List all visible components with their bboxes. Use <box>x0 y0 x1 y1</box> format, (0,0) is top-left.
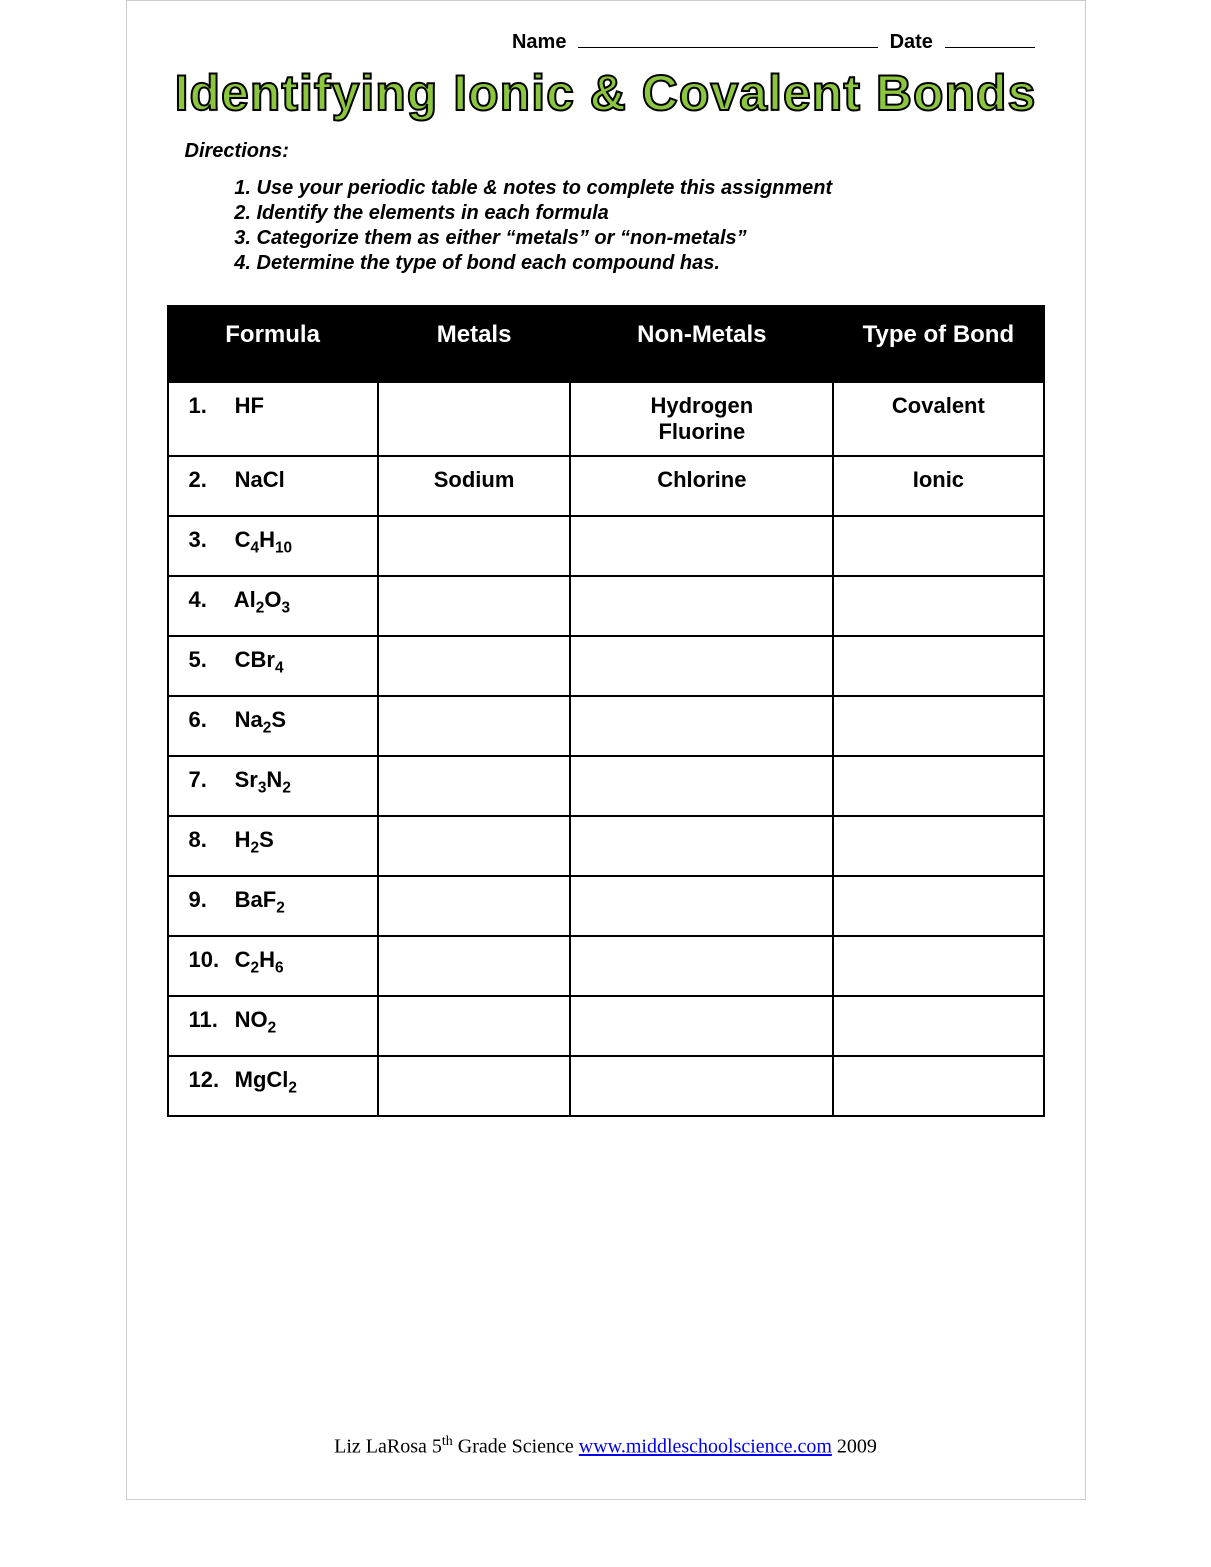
cell-formula: 4. Al2O3 <box>168 576 378 636</box>
direction-item: Categorize them as either “metals” or “n… <box>257 227 1045 250</box>
cell-metals[interactable] <box>378 1056 571 1116</box>
cell-nonmetals[interactable] <box>570 696 833 756</box>
table-row: 8. H2S <box>168 816 1044 876</box>
table-row: 7. Sr3N2 <box>168 756 1044 816</box>
cell-metals[interactable]: Sodium <box>378 456 571 516</box>
footer-link[interactable]: www.middleschoolscience.com <box>579 1436 832 1458</box>
cell-bond[interactable] <box>833 576 1043 636</box>
footer-author: Liz LaRosa 5 <box>334 1436 442 1458</box>
cell-formula: 1. HF <box>168 382 378 456</box>
name-label: Name <box>512 31 566 53</box>
table-row: 9. BaF2 <box>168 876 1044 936</box>
cell-nonmetals[interactable] <box>570 756 833 816</box>
cell-bond[interactable] <box>833 756 1043 816</box>
table-row: 3. C4H10 <box>168 516 1044 576</box>
table-row: 2. NaClSodiumChlorineIonic <box>168 456 1044 516</box>
cell-metals[interactable] <box>378 516 571 576</box>
cell-bond[interactable] <box>833 936 1043 996</box>
table-body: 1. HFHydrogenFluorineCovalent2. NaClSodi… <box>168 382 1044 1116</box>
col-header-formula: Formula <box>168 306 378 382</box>
footer-year: 2009 <box>832 1436 877 1458</box>
date-blank[interactable] <box>945 47 1035 48</box>
col-header-bond: Type of Bond <box>833 306 1043 382</box>
cell-bond[interactable] <box>833 996 1043 1056</box>
cell-metals[interactable] <box>378 576 571 636</box>
cell-formula: 5. CBr4 <box>168 636 378 696</box>
cell-bond[interactable]: Ionic <box>833 456 1043 516</box>
col-header-metals: Metals <box>378 306 571 382</box>
name-blank[interactable] <box>578 47 878 48</box>
cell-formula: 2. NaCl <box>168 456 378 516</box>
cell-bond[interactable] <box>833 636 1043 696</box>
cell-metals[interactable] <box>378 696 571 756</box>
cell-bond[interactable] <box>833 696 1043 756</box>
cell-formula: 12. MgCl2 <box>168 1056 378 1116</box>
cell-nonmetals[interactable] <box>570 876 833 936</box>
cell-nonmetals[interactable] <box>570 1056 833 1116</box>
cell-formula: 6. Na2S <box>168 696 378 756</box>
directions-heading: Directions: <box>185 140 1045 163</box>
direction-item: Determine the type of bond each compound… <box>257 252 1045 275</box>
cell-metals[interactable] <box>378 636 571 696</box>
table-row: 1. HF HydrogenFluorineCovalent <box>168 382 1044 456</box>
worksheet-title: Identifying Ionic & Covalent Bonds <box>167 64 1045 122</box>
cell-nonmetals[interactable] <box>570 576 833 636</box>
table-header-row: Formula Metals Non-Metals Type of Bond <box>168 306 1044 382</box>
cell-nonmetals[interactable]: HydrogenFluorine <box>570 382 833 456</box>
cell-metals[interactable] <box>378 382 571 456</box>
cell-metals[interactable] <box>378 996 571 1056</box>
table-row: 6. Na2S <box>168 696 1044 756</box>
table-row: 5. CBr4 <box>168 636 1044 696</box>
header-line: Name Date <box>167 31 1045 54</box>
table-row: 12. MgCl2 <box>168 1056 1044 1116</box>
cell-formula: 10. C2H6 <box>168 936 378 996</box>
cell-formula: 7. Sr3N2 <box>168 756 378 816</box>
cell-bond[interactable] <box>833 1056 1043 1116</box>
directions-list: Use your periodic table & notes to compl… <box>227 177 1045 275</box>
cell-nonmetals[interactable] <box>570 516 833 576</box>
date-label: Date <box>890 31 933 53</box>
cell-formula: 9. BaF2 <box>168 876 378 936</box>
cell-metals[interactable] <box>378 936 571 996</box>
table-row: 11. NO2 <box>168 996 1044 1056</box>
cell-nonmetals[interactable] <box>570 636 833 696</box>
cell-formula: 8. H2S <box>168 816 378 876</box>
direction-item: Use your periodic table & notes to compl… <box>257 177 1045 200</box>
cell-nonmetals[interactable] <box>570 996 833 1056</box>
footer: Liz LaRosa 5th Grade Science www.middles… <box>127 1434 1085 1459</box>
cell-bond[interactable] <box>833 516 1043 576</box>
cell-metals[interactable] <box>378 876 571 936</box>
cell-formula: 11. NO2 <box>168 996 378 1056</box>
bonds-table: Formula Metals Non-Metals Type of Bond 1… <box>167 305 1045 1117</box>
table-row: 4. Al2O3 <box>168 576 1044 636</box>
worksheet-page: Name Date Identifying Ionic & Covalent B… <box>126 0 1086 1500</box>
cell-nonmetals[interactable] <box>570 816 833 876</box>
cell-metals[interactable] <box>378 816 571 876</box>
direction-item: Identify the elements in each formula <box>257 202 1045 225</box>
cell-metals[interactable] <box>378 756 571 816</box>
cell-bond[interactable]: Covalent <box>833 382 1043 456</box>
col-header-nonmetals: Non-Metals <box>570 306 833 382</box>
cell-nonmetals[interactable] <box>570 936 833 996</box>
cell-formula: 3. C4H10 <box>168 516 378 576</box>
footer-course: Grade Science <box>453 1436 579 1458</box>
table-row: 10. C2H6 <box>168 936 1044 996</box>
cell-nonmetals[interactable]: Chlorine <box>570 456 833 516</box>
cell-bond[interactable] <box>833 816 1043 876</box>
cell-bond[interactable] <box>833 876 1043 936</box>
footer-author-suffix: th <box>442 1434 453 1449</box>
